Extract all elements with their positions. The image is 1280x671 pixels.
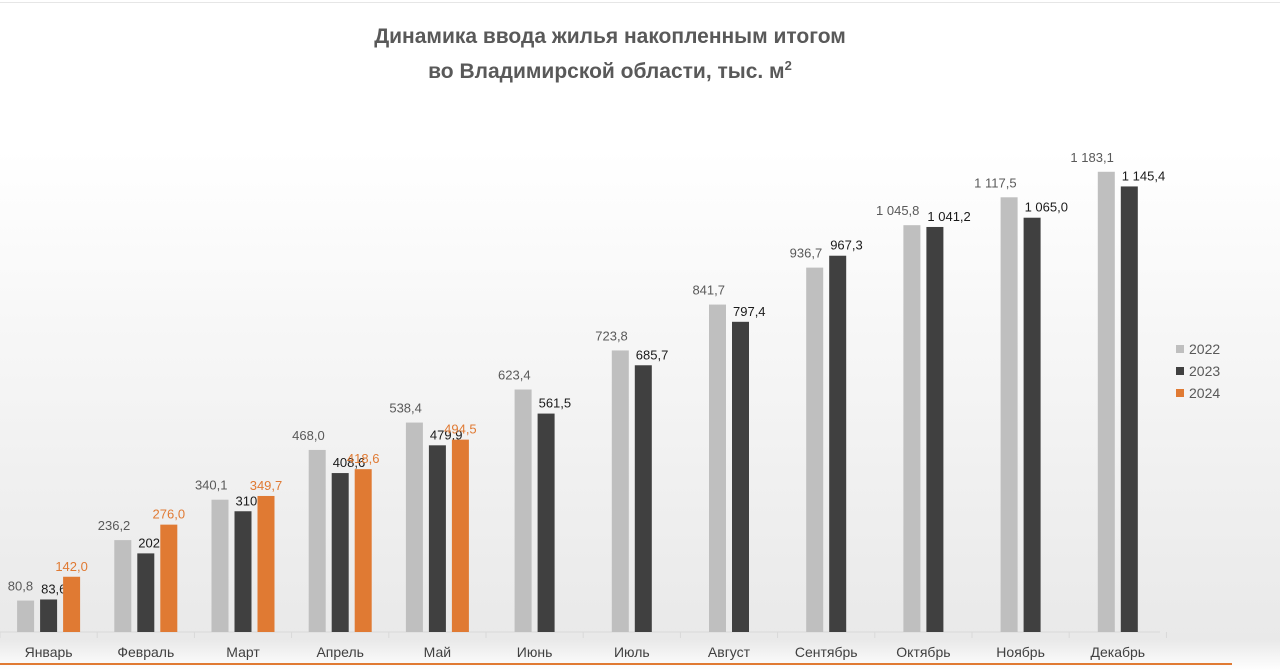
- data-label-2022-10: 1 045,8: [876, 203, 919, 218]
- data-label-2023-10: 1 041,2: [927, 209, 970, 224]
- legend-label-2022: 2022: [1189, 341, 1221, 357]
- bar-2024-3: [257, 495, 275, 632]
- x-tick-label-5: Май: [424, 644, 451, 660]
- bar-2022-3: [211, 499, 229, 632]
- data-label-2022-12: 1 183,1: [1070, 150, 1113, 165]
- data-label-2022-7: 723,8: [595, 328, 628, 343]
- bar-2023-10: [926, 226, 944, 632]
- bar-2024-4: [354, 469, 372, 632]
- bar-2022-8: [709, 304, 726, 632]
- legend-swatch-2024: [1176, 389, 1184, 397]
- chart-title-line2: во Владимирской области, тыс. м: [428, 60, 785, 83]
- data-label-2023-4: 408,6: [333, 455, 366, 470]
- x-tick-label-10: Октябрь: [896, 644, 950, 660]
- top-divider: [0, 2, 1280, 3]
- bar-2022-6: [514, 389, 532, 632]
- chart-title-unit-sup: 2: [784, 58, 792, 73]
- chart-title-line1: Динамика ввода жилья накопленным итогом: [374, 25, 846, 48]
- x-tick-label-11: Ноябрь: [996, 644, 1045, 660]
- watermark: [1170, 556, 1190, 636]
- bar-2023-3: [234, 511, 252, 632]
- bar-2024-2: [160, 524, 178, 632]
- bar-2023-8: [732, 321, 749, 632]
- data-label-2022-6: 623,4: [498, 367, 531, 382]
- bar-2023-5: [428, 445, 446, 632]
- data-label-2023-6: 561,5: [539, 396, 572, 411]
- data-label-2024-2: 276,0: [153, 507, 186, 522]
- x-tick-label-1: Январь: [25, 644, 73, 660]
- data-label-2023-1: 83,6: [41, 581, 66, 596]
- legend-item-2022: 2022: [1176, 338, 1220, 360]
- x-tick-label-7: Июль: [614, 644, 650, 660]
- legend-swatch-2023: [1176, 367, 1184, 375]
- x-tick-label-2: Февраль: [117, 644, 174, 660]
- data-label-2023-7: 685,7: [636, 347, 669, 362]
- legend-swatch-2022: [1176, 345, 1184, 353]
- bar-2022-12: [1097, 171, 1115, 632]
- data-label-2024-1: 142,0: [55, 559, 88, 574]
- bar-2022-5: [405, 422, 423, 632]
- legend-label-2023: 2023: [1189, 363, 1221, 379]
- legend-label-2024: 2024: [1189, 385, 1221, 401]
- data-label-2023-12: 1 145,4: [1122, 168, 1165, 183]
- data-label-2022-8: 841,7: [692, 283, 725, 298]
- x-tick-label-4: Апрель: [316, 644, 364, 660]
- data-label-2023-8: 797,4: [733, 304, 766, 319]
- x-tick-label-3: Март: [226, 644, 260, 660]
- data-label-2022-4: 468,0: [292, 428, 325, 443]
- x-tick-label-12: Декабрь: [1091, 644, 1146, 660]
- chart-title-line2-wrap: во Владимирской области, тыс. м2: [250, 51, 970, 86]
- bar-2022-10: [903, 225, 921, 632]
- bar-2023-2: [137, 553, 155, 632]
- legend-item-2023: 2023: [1176, 360, 1220, 382]
- bar-2023-11: [1023, 217, 1041, 632]
- bar-2023-1: [40, 599, 58, 632]
- x-tick-label-8: Август: [708, 644, 751, 660]
- data-label-2024-4: 418,6: [347, 451, 380, 466]
- chart-title: Динамика ввода жилья накопленным итогом …: [250, 22, 970, 86]
- data-label-2023-5: 479,9: [430, 427, 463, 442]
- chart-legend: 2022 2023 2024: [1176, 338, 1220, 404]
- bar-2022-4: [308, 449, 326, 632]
- bar-2022-9: [806, 267, 824, 632]
- bar-2023-7: [634, 365, 652, 632]
- legend-item-2024: 2024: [1176, 382, 1220, 404]
- data-label-2023-9: 967,3: [830, 238, 863, 253]
- bar-2023-12: [1120, 186, 1138, 633]
- data-label-2022-3: 340,1: [195, 478, 228, 493]
- bar-2024-1: [63, 576, 81, 632]
- data-label-2024-5: 494,5: [444, 422, 477, 437]
- data-label-2024-3: 349,7: [250, 478, 283, 493]
- x-tick-label-9: Сентябрь: [795, 644, 858, 660]
- data-label-2022-11: 1 117,5: [974, 175, 1016, 190]
- bottom-accent-rule: [0, 663, 1232, 665]
- bar-2024-5: [451, 439, 469, 632]
- data-label-2023-11: 1 065,0: [1025, 200, 1068, 215]
- data-label-2022-2: 236,2: [98, 518, 131, 533]
- x-tick-label-6: Июнь: [517, 644, 553, 660]
- bar-2023-4: [331, 473, 349, 632]
- bar-2022-11: [1000, 197, 1018, 633]
- bar-2022-7: [611, 350, 629, 632]
- bar-2022-2: [114, 540, 132, 632]
- data-label-2022-1: 80,8: [8, 579, 33, 594]
- data-label-2022-5: 538,4: [389, 401, 422, 416]
- data-label-2022-9: 936,7: [790, 246, 823, 261]
- bar-2022-1: [17, 600, 35, 632]
- bar-2023-9: [829, 255, 847, 632]
- bar-2023-6: [537, 413, 555, 632]
